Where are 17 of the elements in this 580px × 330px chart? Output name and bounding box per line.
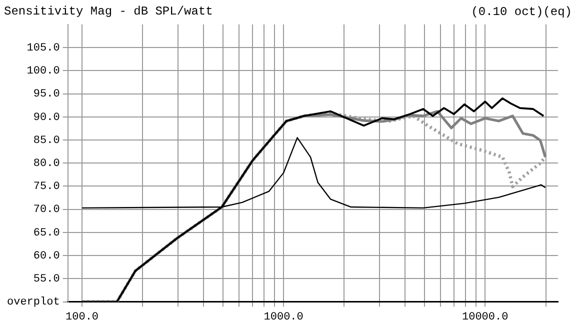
y-tick-label: 65.0 — [33, 227, 60, 240]
chart-title: Sensitivity Mag - dB SPL/watt — [4, 4, 213, 18]
y-tick-label: 100.0 — [26, 66, 60, 78]
y-tick-label: 60.0 — [33, 250, 60, 262]
y-tick-label: 80.0 — [33, 158, 60, 170]
y-tick-label: 105.0 — [26, 42, 60, 54]
x-tick-label: 100.0 — [66, 311, 99, 324]
y-tick-label: 95.0 — [33, 88, 60, 101]
y-tick-label: 55.0 — [33, 274, 60, 286]
y-tick-label: 85.0 — [33, 134, 60, 147]
x-tick-label: 10000.0 — [462, 311, 508, 324]
y-tick-label: overplot — [6, 296, 60, 309]
y-tick-label: 75.0 — [33, 181, 60, 194]
y-tick-label: 90.0 — [33, 112, 60, 124]
x-tick-label: 1000.0 — [264, 311, 304, 324]
text: (0.10 oct)(eq) — [471, 5, 572, 20]
y-tick-label: 70.0 — [33, 204, 60, 216]
